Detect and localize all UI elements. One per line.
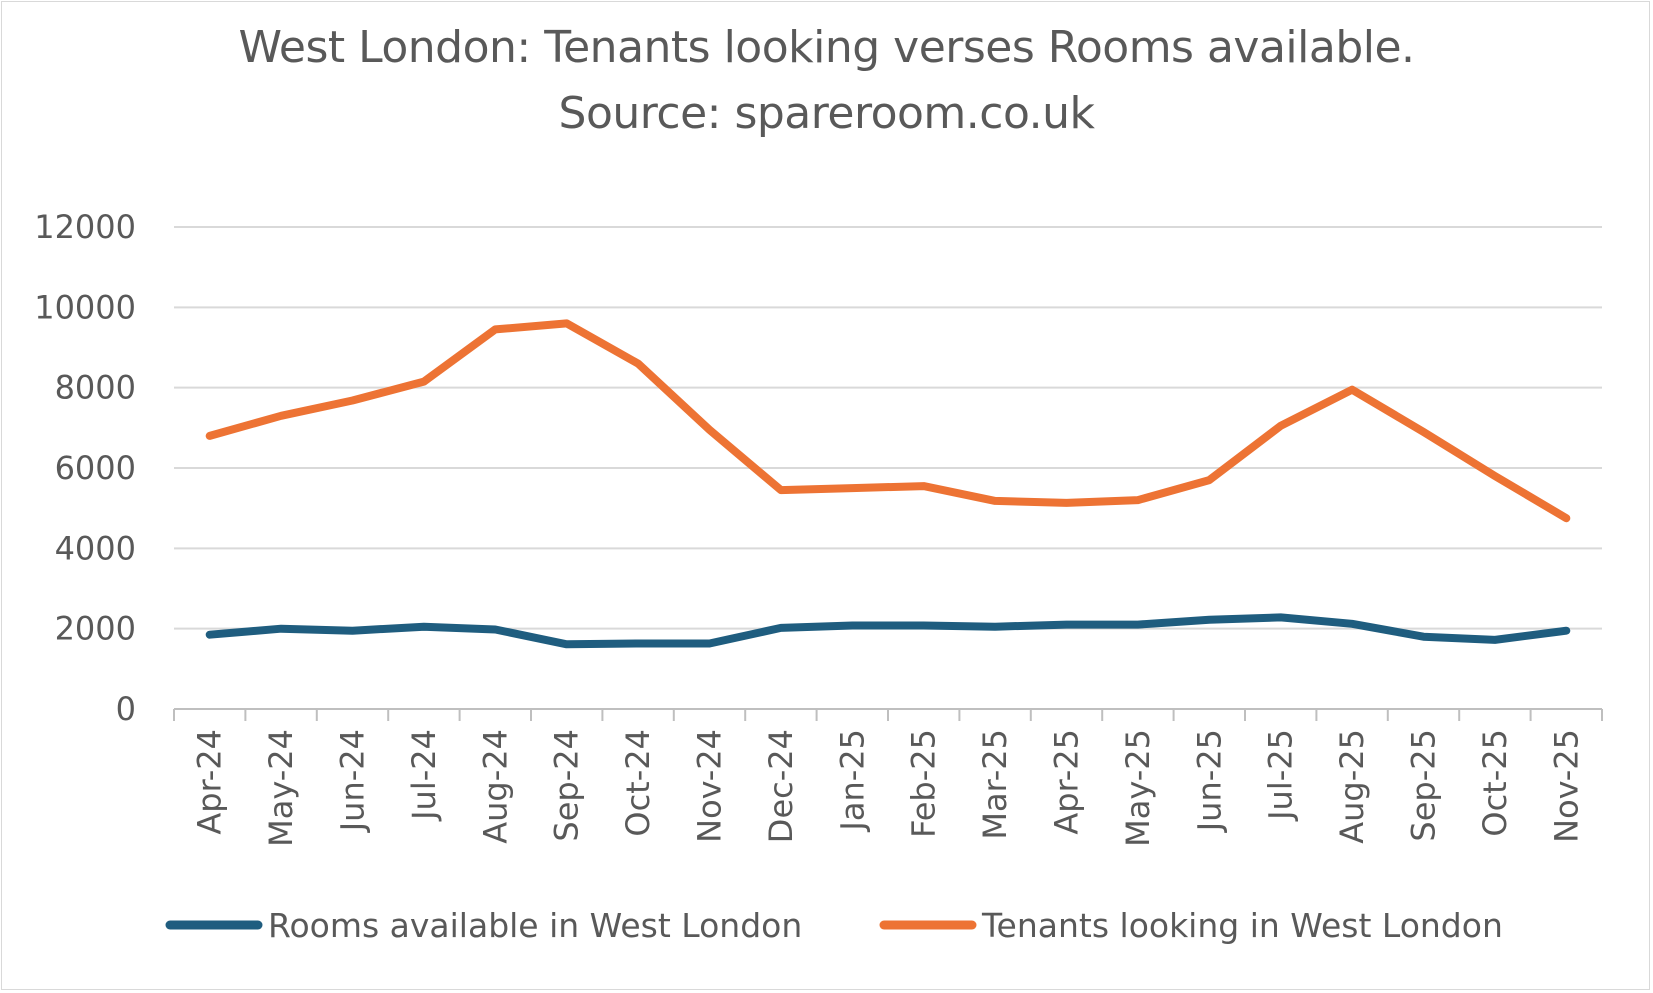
- x-tick-label: May-24: [262, 729, 300, 847]
- y-tick-label: 0: [116, 690, 136, 728]
- x-tick-label: Mar-25: [976, 729, 1014, 840]
- x-axis: Apr-24 May-24 Jun-24 Jul-24 Aug-24 Sep-24 Oct-…: [173, 708, 1603, 847]
- x-tick-label: Dec-24: [762, 729, 800, 843]
- legend-label: Tenants looking in West London: [981, 906, 1503, 945]
- x-tick-label: Aug-24: [476, 729, 514, 844]
- x-tick-label: Apr-25: [1048, 729, 1086, 835]
- gridlines: [174, 226, 1602, 630]
- x-tick-label: Oct-24: [619, 729, 657, 837]
- tenants-looking-line: [205, 319, 1571, 523]
- x-tick-label: Sep-24: [548, 729, 586, 842]
- chart-subtitle: Source: spareroom.co.uk: [558, 88, 1095, 139]
- x-tick-label: Sep-25: [1405, 729, 1443, 842]
- chart-title: West London: Tenants looking verses Room…: [238, 22, 1415, 73]
- y-tick-label: 6000: [55, 449, 136, 487]
- x-tick-label: Oct-25: [1476, 729, 1514, 837]
- x-tick-label: Aug-25: [1333, 729, 1371, 844]
- y-axis: 0 2000 4000 6000 8000 10000 12000: [34, 208, 136, 728]
- x-tick-label: May-25: [1119, 729, 1157, 847]
- y-tick-label: 10000: [34, 288, 136, 326]
- y-tick-label: 12000: [34, 208, 136, 246]
- series-lines: [205, 319, 1571, 649]
- x-tick-label: Jul-25: [1262, 729, 1300, 822]
- x-tick-label: Nov-24: [691, 729, 729, 843]
- y-tick-label: 4000: [55, 529, 136, 567]
- x-tick-label: Jun-25: [1190, 729, 1228, 833]
- x-tick-label: Jul-24: [405, 729, 443, 822]
- legend-label: Rooms available in West London: [268, 906, 802, 945]
- x-tick-label: Nov-25: [1547, 729, 1585, 843]
- x-tick-label: Feb-25: [905, 729, 943, 838]
- x-tick-label: Apr-24: [191, 729, 229, 835]
- y-tick-label: 2000: [55, 610, 136, 648]
- y-tick-label: 8000: [55, 369, 136, 407]
- x-tick-label: Jan-25: [833, 729, 871, 833]
- rooms-available-line: [205, 613, 1571, 649]
- x-tick-label: Jun-24: [334, 729, 372, 833]
- legend: Rooms available in West London Tenants lo…: [165, 906, 1503, 945]
